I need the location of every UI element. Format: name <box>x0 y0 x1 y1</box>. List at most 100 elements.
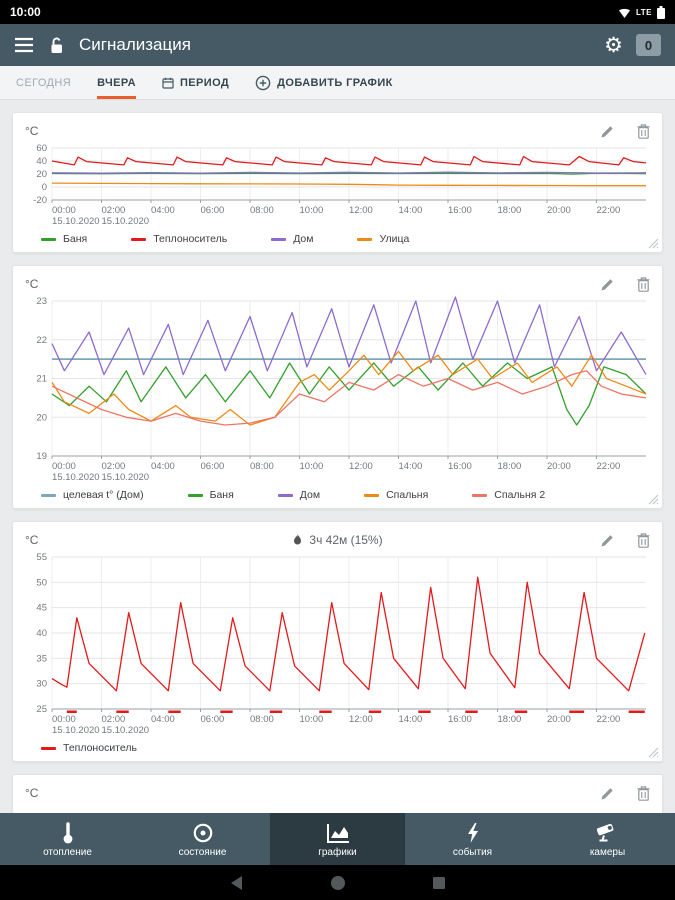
trash-icon <box>637 532 650 548</box>
bottom-nav: отопление состояние графики события каме… <box>0 813 675 865</box>
lightning-icon <box>467 822 478 843</box>
battery-icon <box>657 5 665 19</box>
charts-scroll-area[interactable]: °C 60 40 20 0 -20 00:00 02:00 04:00 06:00 08:00 10… <box>0 100 675 813</box>
legend-label: целевая t° (Дом) <box>63 489 144 501</box>
svg-text:30: 30 <box>36 679 47 690</box>
android-back-button[interactable] <box>229 875 244 891</box>
hamburger-icon <box>15 37 33 53</box>
svg-text:21: 21 <box>36 374 47 385</box>
add-chart-button[interactable]: ДОБАВИТЬ ГРАФИК <box>255 66 393 99</box>
period-tab-bar: СЕГОДНЯ ВЧЕРА ПЕРИОД ДОБАВИТЬ ГРАФИК <box>0 66 675 100</box>
chart-legend: целевая t° (Дом) Баня Дом Спальня Спальня 2 <box>25 486 650 503</box>
svg-text:15.10.2020: 15.10.2020 <box>52 725 100 736</box>
tab-period[interactable]: ПЕРИОД <box>162 66 229 99</box>
svg-text:22:00: 22:00 <box>597 461 621 472</box>
android-recents-button[interactable] <box>432 876 446 890</box>
period-calendar-icon <box>162 77 174 89</box>
legend-item[interactable]: Дом <box>277 489 320 501</box>
settings-button[interactable]: ⚙ <box>604 35 623 56</box>
nav-item-status[interactable]: состояние <box>135 813 270 865</box>
chart-card-next: °C <box>12 774 663 813</box>
nav-label: отопление <box>43 846 92 858</box>
wifi-icon <box>618 8 630 18</box>
temperature-chart[interactable]: 23 22 21 20 19 00:00 02:00 04:00 06:00 08:00 10:00… <box>25 296 650 486</box>
legend-label: Улица <box>379 233 410 245</box>
svg-text:20:00: 20:00 <box>547 205 571 216</box>
delete-chart-button[interactable] <box>637 123 650 139</box>
nav-item-events[interactable]: события <box>405 813 540 865</box>
legend-label: Спальня 2 <box>494 489 546 501</box>
legend-item[interactable]: Теплоноситель <box>131 233 227 245</box>
svg-text:08:00: 08:00 <box>250 714 274 725</box>
pencil-icon <box>601 534 613 546</box>
flame-icon <box>294 533 302 544</box>
tab-yesterday[interactable]: ВЧЕРА <box>97 66 136 99</box>
camera-icon <box>596 823 613 841</box>
tab-today[interactable]: СЕГОДНЯ <box>16 76 72 89</box>
menu-button[interactable] <box>14 37 34 53</box>
svg-text:08:00: 08:00 <box>250 205 274 216</box>
legend-item[interactable]: Баня <box>41 233 87 245</box>
svg-text:23: 23 <box>36 296 47 307</box>
nav-label: события <box>452 846 493 858</box>
svg-text:19: 19 <box>36 451 47 462</box>
svg-text:02:00: 02:00 <box>102 205 126 216</box>
svg-text:15.10.2020: 15.10.2020 <box>102 216 150 227</box>
unlocked-padlock-icon <box>51 37 62 53</box>
delete-chart-button[interactable] <box>637 276 650 292</box>
svg-text:04:00: 04:00 <box>151 205 175 216</box>
svg-text:12:00: 12:00 <box>349 714 373 725</box>
edit-chart-button[interactable] <box>600 124 615 139</box>
legend-swatch <box>187 493 203 497</box>
svg-text:45: 45 <box>36 603 47 614</box>
legend-item[interactable]: Спальня <box>364 489 428 501</box>
nav-label: графики <box>318 846 357 858</box>
legend-item[interactable]: Теплоноситель <box>41 742 137 754</box>
svg-text:00:00: 00:00 <box>52 714 76 725</box>
svg-text:18:00: 18:00 <box>498 461 522 472</box>
dial-icon <box>193 823 212 842</box>
chart-legend: Теплоноситель <box>25 739 650 756</box>
temperature-chart[interactable]: 55 50 45 40 35 30 25 00:00 02:00 04:00 06:00 08:00 1… <box>25 552 650 739</box>
svg-text:50: 50 <box>36 577 47 588</box>
chart-unit: °C <box>25 277 39 291</box>
svg-text:20: 20 <box>36 412 47 423</box>
nav-item-heating[interactable]: отопление <box>0 813 135 865</box>
edit-chart-button[interactable] <box>600 533 615 548</box>
legend-label: Спальня <box>386 489 429 501</box>
svg-text:22: 22 <box>36 335 47 346</box>
delete-chart-button[interactable] <box>637 532 650 548</box>
legend-item[interactable]: Дом <box>271 233 313 245</box>
svg-text:15.10.2020: 15.10.2020 <box>52 216 100 227</box>
temperature-chart[interactable]: 60 40 20 0 -20 00:00 02:00 04:00 06:00 08:00 10:00… <box>25 143 650 230</box>
svg-text:04:00: 04:00 <box>151 714 175 725</box>
legend-item[interactable]: Улица <box>357 233 409 245</box>
legend-swatch <box>472 493 488 497</box>
svg-text:60: 60 <box>36 143 47 154</box>
legend-label: Баня <box>209 489 234 501</box>
svg-text:-20: -20 <box>33 195 47 206</box>
svg-text:16:00: 16:00 <box>448 205 472 216</box>
pencil-icon <box>601 125 613 137</box>
chart-icon <box>326 823 349 843</box>
guard-toggle[interactable] <box>47 36 66 55</box>
legend-label: Баня <box>63 233 88 245</box>
android-home-button[interactable] <box>330 875 346 891</box>
resize-handle-icon[interactable] <box>648 238 659 249</box>
edit-chart-button[interactable] <box>600 786 615 801</box>
nav-item-charts[interactable]: графики <box>270 813 405 865</box>
notification-badge[interactable]: 0 <box>636 34 661 56</box>
legend-item[interactable]: целевая t° (Дом) <box>41 489 144 501</box>
svg-text:00:00: 00:00 <box>52 205 76 216</box>
edit-chart-button[interactable] <box>600 277 615 292</box>
delete-chart-button[interactable] <box>637 785 650 801</box>
svg-text:00:00: 00:00 <box>52 461 76 472</box>
legend-item[interactable]: Баня <box>187 489 234 501</box>
status-bar: 10:00 LTE <box>0 0 675 24</box>
chart-svg: 23 22 21 20 19 00:00 02:00 04:00 06:00 08:00 10:00… <box>36 296 647 483</box>
nav-item-cameras[interactable]: камеры <box>540 813 675 865</box>
resize-handle-icon[interactable] <box>648 747 659 758</box>
legend-item[interactable]: Спальня 2 <box>472 489 545 501</box>
resize-handle-icon[interactable] <box>648 494 659 505</box>
